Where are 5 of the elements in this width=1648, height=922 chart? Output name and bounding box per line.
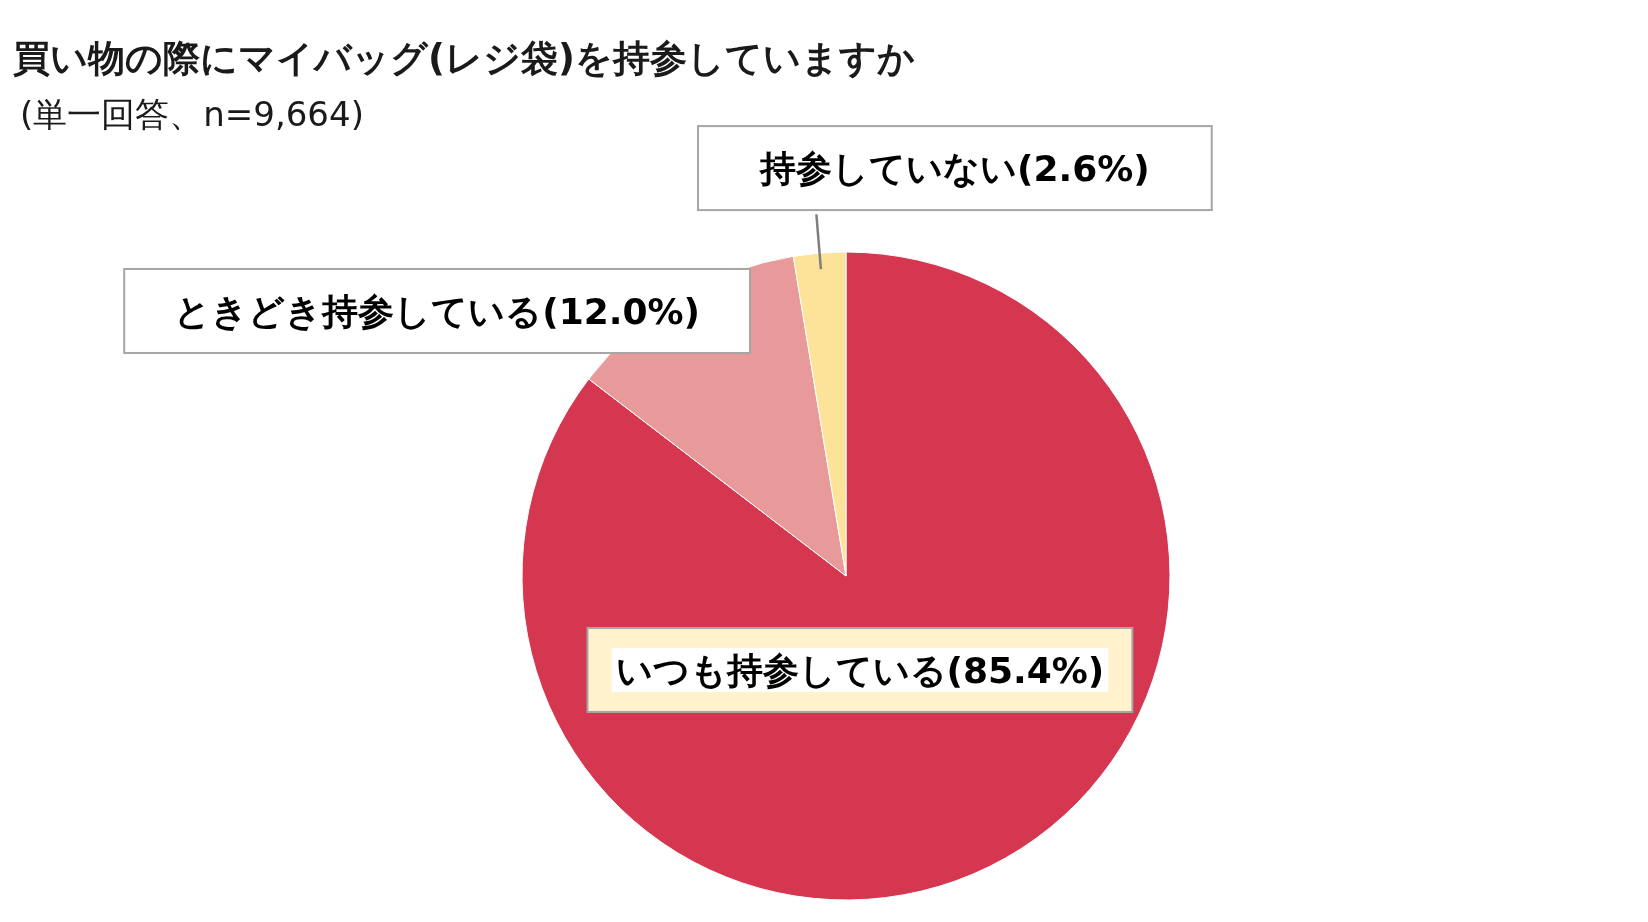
slice-label: ときどき持参している(12.0%) [174, 290, 700, 332]
subtitle: (単一回答、n=9,664) [20, 94, 364, 134]
slice-label: 持参していない(2.6%) [760, 148, 1150, 190]
slice-label: いつも持参している(85.4%) [615, 649, 1105, 691]
title: 買い物の際にマイバッグ(レジ袋)を持参していますか [13, 37, 915, 80]
